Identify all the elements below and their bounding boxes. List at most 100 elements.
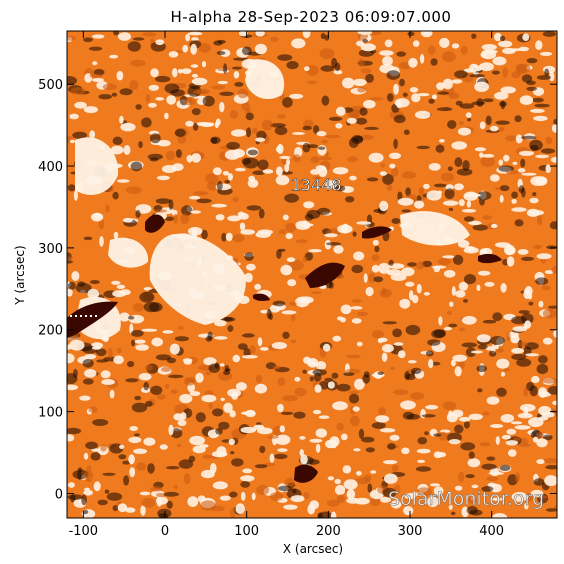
texture-blob (83, 489, 93, 496)
texture-blob (131, 402, 148, 413)
texture-blob (335, 123, 343, 129)
texture-blob (436, 82, 445, 91)
texture-blob (538, 405, 552, 416)
texture-blob (543, 458, 557, 464)
texture-blob (362, 374, 371, 384)
texture-blob (269, 304, 281, 313)
texture-blob (482, 154, 495, 158)
texture-blob (408, 57, 418, 68)
texture-blob (363, 99, 376, 109)
texture-blob (235, 503, 245, 515)
texture-blob (303, 119, 314, 128)
texture-blob (331, 372, 339, 379)
texture-blob (379, 171, 387, 176)
x-tick-label: 400 (479, 524, 504, 539)
texture-blob (506, 331, 511, 342)
texture-blob (476, 365, 488, 373)
texture-blob (125, 507, 136, 513)
texture-blob (163, 491, 179, 497)
texture-blob (254, 283, 262, 290)
texture-blob (215, 428, 223, 435)
texture-blob (343, 372, 355, 377)
texture-blob (349, 175, 357, 181)
texture-blob (484, 281, 495, 287)
texture-blob (269, 453, 275, 463)
texture-blob (391, 218, 401, 224)
texture-blob (428, 359, 434, 369)
texture-blob (337, 224, 353, 234)
texture-blob (307, 503, 316, 515)
texture-blob (227, 215, 242, 222)
texture-blob (526, 208, 540, 217)
texture-blob (535, 40, 543, 51)
texture-blob (371, 264, 380, 273)
texture-blob (511, 347, 525, 354)
texture-blob (416, 487, 432, 497)
texture-blob (211, 85, 226, 90)
texture-blob (241, 157, 251, 165)
texture-blob (83, 37, 93, 43)
chromosphere-texture (67, 31, 557, 518)
texture-blob (320, 65, 335, 72)
texture-blob (312, 176, 322, 180)
texture-blob (463, 420, 470, 429)
texture-blob (434, 183, 447, 188)
texture-blob (506, 256, 515, 267)
texture-blob (403, 129, 410, 135)
texture-blob (312, 409, 322, 415)
texture-blob (97, 499, 108, 506)
texture-blob (399, 298, 411, 309)
texture-blob (467, 118, 472, 122)
texture-blob (530, 489, 544, 498)
texture-blob (143, 287, 152, 291)
texture-blob (514, 425, 531, 430)
texture-blob (401, 209, 412, 213)
texture-blob (253, 424, 265, 430)
texture-blob (92, 34, 105, 39)
texture-blob (356, 311, 369, 317)
texture-blob (92, 419, 109, 426)
texture-blob (498, 159, 504, 166)
texture-blob (354, 378, 365, 390)
texture-blob (118, 32, 131, 41)
texture-blob (333, 69, 343, 75)
texture-blob (521, 172, 537, 176)
texture-blob (91, 212, 104, 222)
texture-blob (232, 66, 242, 70)
texture-blob (335, 185, 346, 192)
texture-blob (451, 79, 463, 84)
texture-blob (366, 177, 379, 182)
y-tick-label: 200 (38, 324, 63, 339)
texture-blob (485, 115, 492, 126)
texture-blob (416, 283, 422, 294)
texture-blob (113, 31, 120, 36)
texture-blob (89, 73, 103, 78)
texture-blob (271, 342, 287, 350)
texture-blob (427, 339, 441, 346)
texture-blob (544, 475, 557, 487)
texture-blob (164, 112, 169, 120)
texture-blob (136, 462, 147, 471)
texture-blob (433, 486, 444, 496)
texture-blob (387, 184, 392, 192)
texture-blob (536, 363, 549, 375)
texture-blob (69, 113, 79, 120)
texture-blob (284, 477, 295, 489)
texture-blob (535, 154, 549, 159)
texture-blob (284, 193, 299, 203)
texture-blob (346, 354, 361, 359)
texture-blob (182, 358, 193, 363)
texture-blob (360, 43, 376, 52)
texture-blob (246, 205, 262, 211)
texture-blob (444, 188, 455, 200)
texture-blob (382, 56, 393, 66)
texture-blob (437, 190, 443, 194)
y-axis-ticks: 0 100 200 300 400 500 (38, 78, 557, 502)
x-tick-label: 200 (316, 524, 341, 539)
texture-blob (134, 339, 146, 344)
texture-blob (373, 276, 384, 283)
texture-blob (252, 127, 258, 134)
texture-blob (102, 83, 118, 91)
texture-blob (195, 412, 206, 423)
